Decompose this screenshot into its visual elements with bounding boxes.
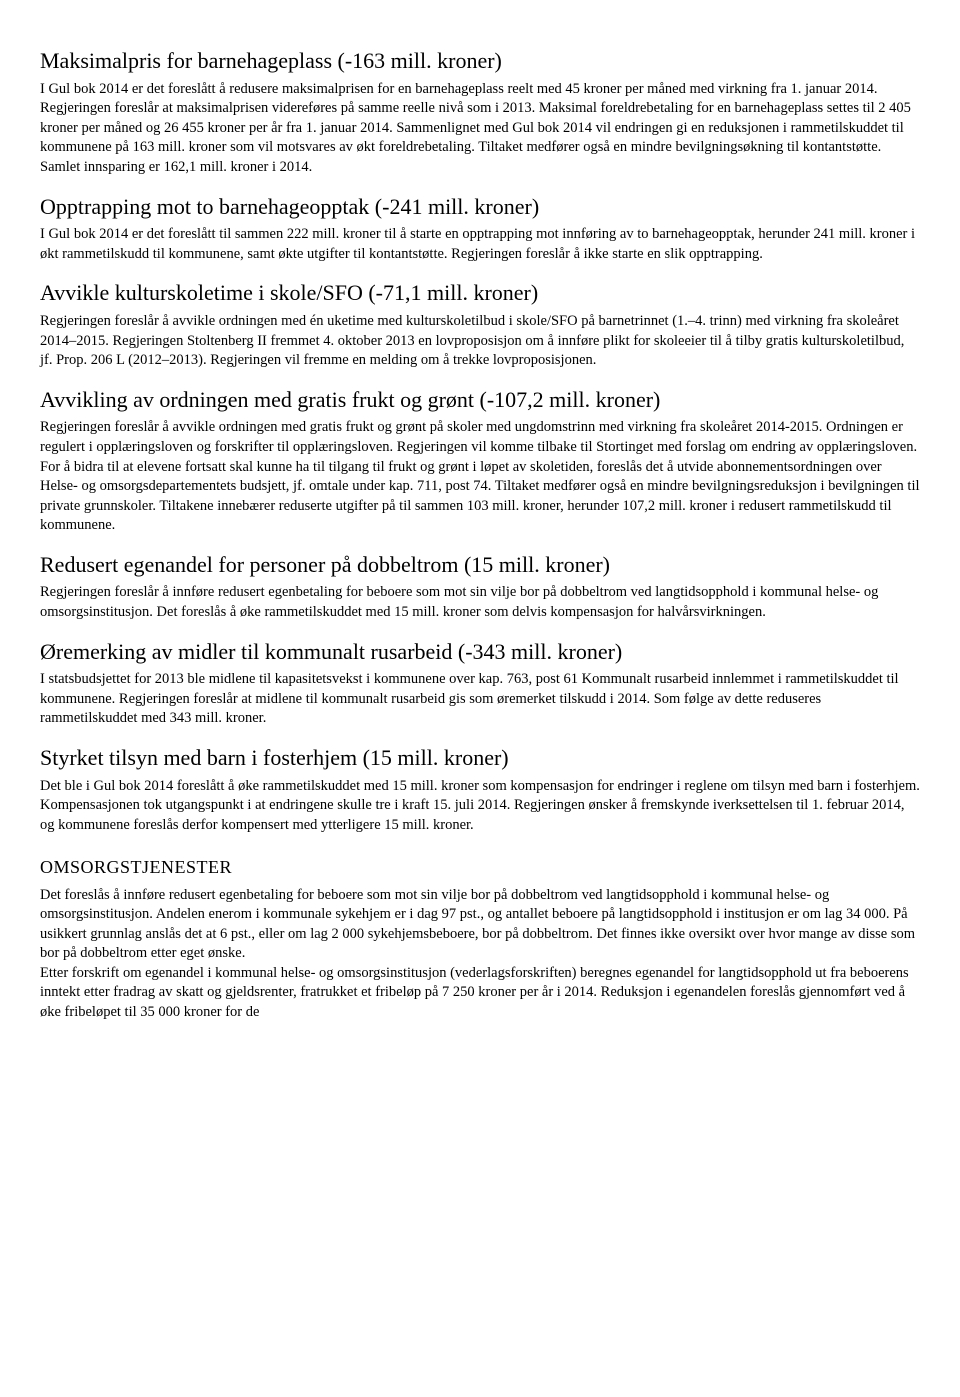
section-heading: Redusert egenandel for personer på dobbe… [40,550,920,580]
section-heading: Maksimalpris for barnehageplass (-163 mi… [40,46,920,76]
section-heading: Avvikle kulturskoletime i skole/SFO (-71… [40,278,920,308]
section-body: Regjeringen foreslår å innføre redusert … [40,583,920,622]
section-body: Regjeringen foreslår å avvikle ordningen… [40,312,920,371]
section-kulturskoletime: Avvikle kulturskoletime i skole/SFO (-71… [40,278,920,370]
section-heading: Avvikling av ordningen med gratis frukt … [40,385,920,415]
section-tilsyn-fosterhjem: Styrket tilsyn med barn i fosterhjem (15… [40,743,920,835]
section-oremerking-rusarbeid: Øremerking av midler til kommunalt rusar… [40,637,920,729]
section-heading: Øremerking av midler til kommunalt rusar… [40,637,920,667]
section-maksimalpris: Maksimalpris for barnehageplass (-163 mi… [40,46,920,178]
section-body: I statsbudsjettet for 2013 ble midlene t… [40,670,920,729]
omsorg-body: Det foreslås å innføre redusert egenbeta… [40,886,920,1023]
section-opptrapping: Opptrapping mot to barnehageopptak (-241… [40,192,920,265]
section-body: I Gul bok 2014 er det foreslått å reduse… [40,80,920,178]
omsorg-title: OMSORGSTJENESTER [40,855,920,879]
section-body: Det ble i Gul bok 2014 foreslått å øke r… [40,777,920,836]
section-frukt-og-gront: Avvikling av ordningen med gratis frukt … [40,385,920,536]
section-body: Regjeringen foreslår å avvikle ordningen… [40,418,920,535]
section-heading: Opptrapping mot to barnehageopptak (-241… [40,192,920,222]
section-egenandel-dobbeltrom: Redusert egenandel for personer på dobbe… [40,550,920,623]
section-heading: Styrket tilsyn med barn i fosterhjem (15… [40,743,920,773]
document-body: Maksimalpris for barnehageplass (-163 mi… [40,46,920,1023]
section-body: I Gul bok 2014 er det foreslått til samm… [40,225,920,264]
section-omsorgstjenester: OMSORGSTJENESTER Det foreslås å innføre … [40,855,920,1022]
